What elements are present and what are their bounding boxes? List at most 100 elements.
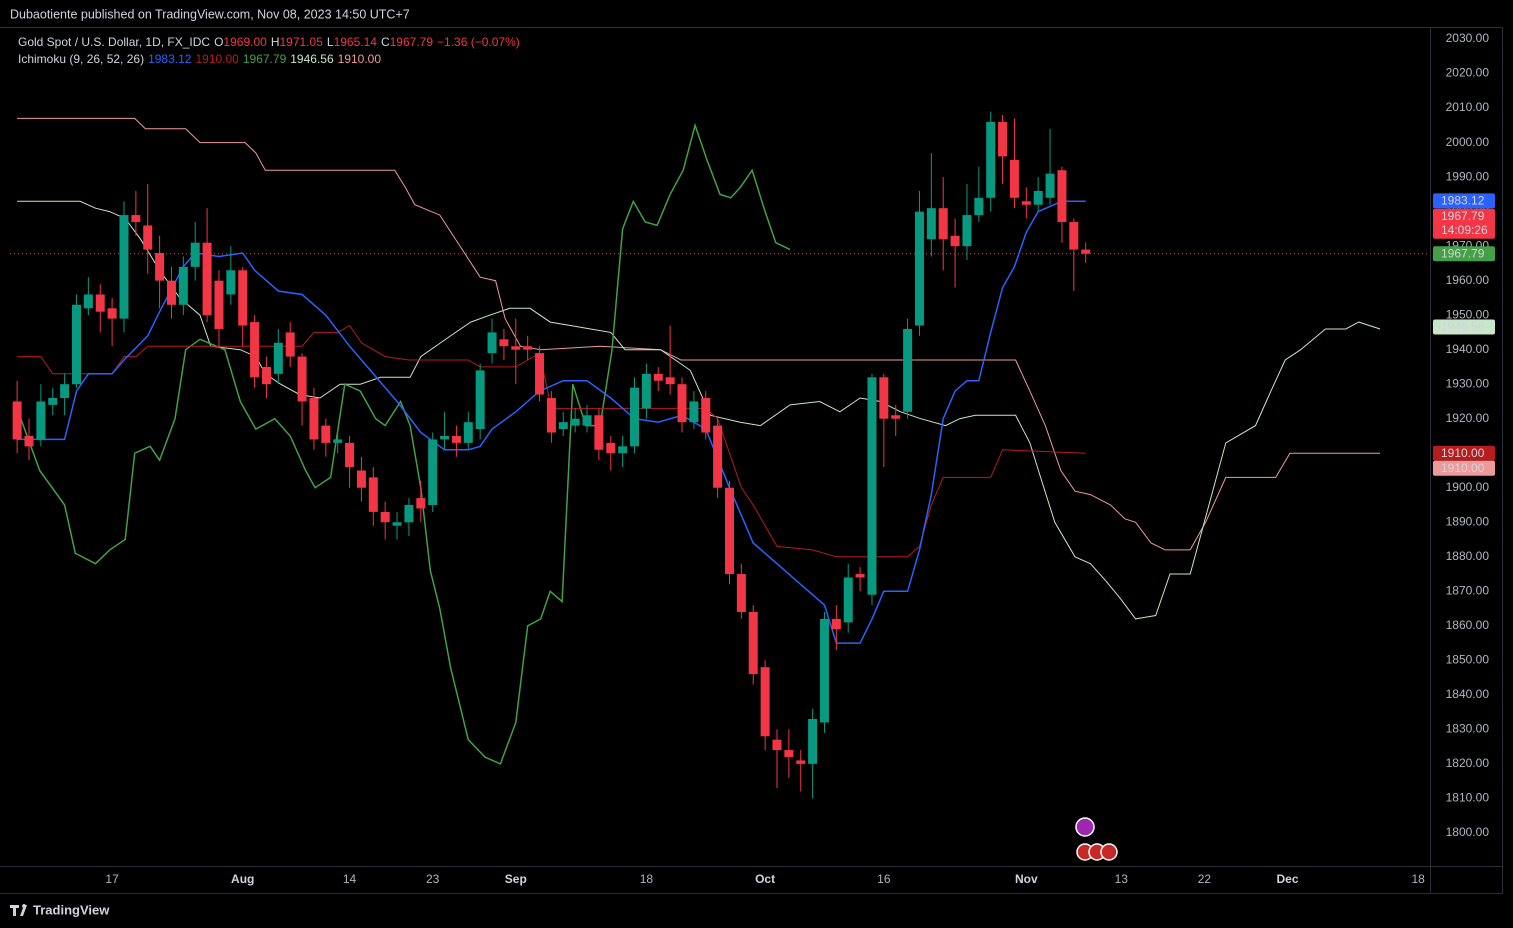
legend-value: 1967.79: [390, 35, 434, 49]
y-tick-label: 2030.00: [1446, 31, 1490, 45]
candle-body: [178, 266, 188, 305]
y-tick-label: 1840.00: [1446, 687, 1490, 701]
price-tag-label: 1983.12: [1441, 194, 1485, 208]
price-tag: [1433, 319, 1495, 335]
candle-body: [309, 398, 319, 440]
candle-body: [166, 280, 176, 305]
candle-body: [891, 415, 901, 419]
candle-body: [416, 498, 426, 509]
y-tick-label: 1830.00: [1446, 722, 1490, 736]
candle-body: [808, 718, 818, 764]
candle-body: [297, 356, 307, 402]
candle-body: [1021, 201, 1031, 205]
candle-body: [724, 487, 734, 575]
x-tick-label: Dec: [1277, 872, 1299, 886]
candle-body: [155, 253, 165, 281]
candle-body: [499, 339, 509, 347]
candle-body: [535, 353, 545, 395]
x-tick-label: 17: [105, 872, 119, 886]
candle-body: [71, 304, 81, 385]
x-tick-label: Sep: [505, 872, 527, 886]
y-tick-label: 1960.00: [1446, 273, 1490, 287]
candle-body: [748, 612, 758, 675]
candle-body: [1069, 221, 1079, 250]
candle-body: [653, 373, 663, 381]
legend-key: L: [327, 35, 334, 49]
candle-body: [736, 574, 746, 613]
candle-body: [356, 470, 366, 488]
candle-body: [570, 418, 580, 426]
legend-key: H: [271, 35, 280, 49]
x-tick-label: 18: [640, 872, 654, 886]
candle-body: [83, 294, 93, 309]
x-tick-label: 13: [1115, 872, 1129, 886]
candle-body: [273, 342, 283, 374]
x-tick-label: Aug: [231, 872, 254, 886]
legend-value: 1910.00: [195, 52, 239, 66]
legend-key: O: [214, 35, 223, 49]
candle-body: [1009, 159, 1019, 198]
candle-body: [475, 370, 485, 430]
x-tick-label: 18: [1411, 872, 1425, 886]
candle-body: [261, 366, 271, 385]
y-tick-label: 2020.00: [1446, 66, 1490, 80]
candle-body: [226, 270, 236, 295]
price-tag-countdown: 14:09:26: [1441, 223, 1488, 237]
y-tick-label: 1870.00: [1446, 583, 1490, 597]
candle-body: [914, 211, 924, 326]
candle-body: [594, 415, 604, 450]
logo-icon: [10, 904, 27, 916]
y-tick-label: 1990.00: [1446, 169, 1490, 183]
candle-body: [451, 435, 461, 443]
event-icon[interactable]: [1075, 817, 1095, 837]
candle-body: [463, 422, 473, 443]
candle-body: [641, 373, 651, 409]
candle-body: [428, 439, 438, 506]
price-tag-label: 1967.79: [1441, 209, 1485, 223]
candle-body: [214, 280, 224, 329]
y-tick-label: 1880.00: [1446, 549, 1490, 563]
candle-body: [190, 242, 200, 267]
candle-body: [12, 401, 22, 440]
candle-body: [119, 215, 129, 319]
candle-body: [689, 401, 699, 423]
candle-body: [487, 332, 497, 354]
footer: TradingView: [33, 902, 110, 917]
legend-value: 1983.12: [148, 52, 192, 66]
candle-body: [1081, 249, 1091, 254]
candle-body: [368, 477, 378, 512]
candle-body: [582, 415, 592, 426]
y-tick-label: 2000.00: [1446, 135, 1490, 149]
candle-body: [202, 242, 212, 316]
candle-body: [1033, 190, 1043, 205]
candle-body: [36, 401, 46, 440]
price-tag: [1433, 460, 1495, 476]
candle-body: [618, 446, 628, 454]
candle-body: [665, 377, 675, 385]
candle-body: [1045, 173, 1055, 198]
candle-body: [867, 377, 877, 595]
legend-value: 1946.56: [290, 52, 334, 66]
candle-body: [285, 332, 295, 357]
candle-body: [796, 760, 806, 764]
candle-body: [903, 328, 913, 412]
candle-body: [701, 398, 711, 433]
candle-body: [962, 215, 972, 247]
candle-body: [143, 225, 153, 250]
candle-body: [48, 398, 58, 405]
candle-body: [95, 294, 105, 312]
candle-body: [333, 439, 343, 443]
ichimoku-line: [16, 122, 791, 765]
price-tag: [1433, 246, 1495, 262]
event-icon[interactable]: [1100, 843, 1118, 861]
candle-body: [60, 384, 70, 399]
y-tick-label: 1820.00: [1446, 756, 1490, 770]
candle-body: [558, 422, 568, 430]
candle-body: [855, 574, 865, 578]
candle-body: [238, 270, 248, 326]
y-tick-label: 1920.00: [1446, 411, 1490, 425]
candle-body: [974, 197, 984, 216]
y-tick-label: 1800.00: [1446, 825, 1490, 839]
event-icons: [1075, 817, 1118, 861]
